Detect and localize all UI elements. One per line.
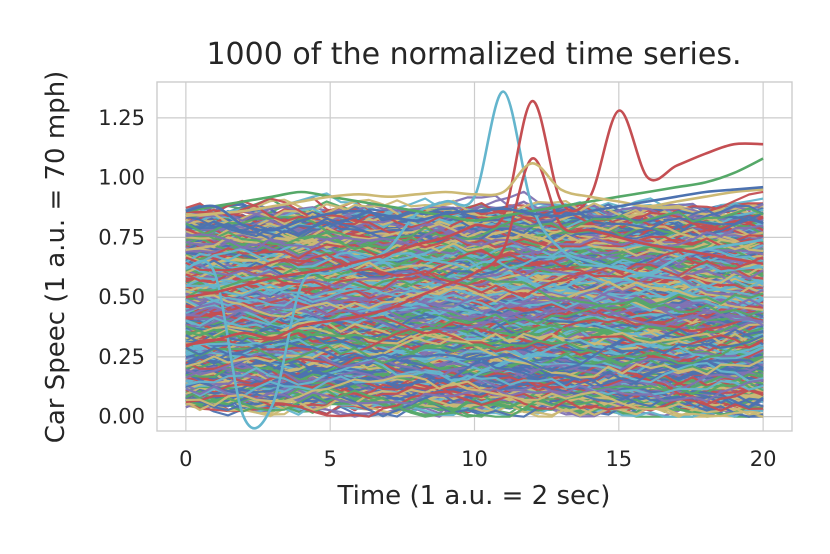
y-axis-ticks: 0.00 0.25 0.50 0.75 1.00 1.25 — [98, 106, 145, 429]
series-line — [185, 374, 764, 412]
series-line — [185, 379, 764, 418]
series-line — [185, 349, 764, 379]
series-line — [185, 204, 764, 238]
series-line — [185, 301, 764, 332]
y-tick-label: 1.00 — [98, 166, 145, 190]
series-line — [185, 299, 764, 342]
x-tick-label: 20 — [750, 447, 777, 471]
y-tick-label: 0.00 — [98, 405, 145, 429]
series-line — [185, 270, 764, 305]
series-line — [185, 224, 764, 255]
series-line — [185, 248, 764, 290]
series-line — [185, 185, 764, 232]
x-axis-ticks: 0 5 10 15 20 — [179, 447, 776, 471]
series-line — [185, 190, 764, 233]
plot-frame — [156, 81, 793, 432]
series-line — [185, 197, 764, 232]
series-line — [185, 275, 764, 302]
series-lines — [185, 90, 764, 430]
x-axis-label: Time (1 a.u. = 2 sec) — [337, 481, 611, 511]
series-line — [185, 358, 764, 386]
series-line — [185, 99, 764, 299]
series-line — [185, 374, 764, 418]
series-line — [185, 298, 764, 332]
series-line — [185, 280, 764, 318]
series-line — [185, 235, 764, 264]
series-line — [185, 157, 764, 222]
series-line — [185, 289, 764, 323]
x-tick-label: 15 — [605, 447, 632, 471]
series-line — [185, 338, 764, 372]
y-tick-label: 1.25 — [98, 106, 145, 130]
series-line — [185, 380, 764, 418]
series-line — [185, 378, 764, 405]
x-tick-label: 5 — [323, 447, 336, 471]
x-tick-label: 10 — [461, 447, 488, 471]
series-line — [185, 335, 764, 365]
x-tick-label: 0 — [179, 447, 192, 471]
y-tick-label: 0.75 — [98, 225, 145, 249]
series-line — [185, 371, 764, 398]
series-line — [185, 269, 764, 307]
series-line — [185, 371, 764, 401]
series-line — [185, 157, 764, 347]
series-line — [185, 253, 764, 298]
chart-title: 1000 of the normalized time series. — [206, 37, 741, 72]
series-line — [185, 299, 764, 338]
series-line — [185, 161, 764, 218]
y-tick-label: 0.50 — [98, 285, 145, 309]
y-axis-label: Car Speec (1 a.u. = 70 mph) — [41, 71, 71, 444]
series-line — [185, 371, 764, 418]
series-line — [185, 273, 764, 310]
y-tick-label: 0.25 — [98, 345, 145, 369]
series-line — [185, 90, 764, 430]
series-line — [185, 334, 764, 372]
